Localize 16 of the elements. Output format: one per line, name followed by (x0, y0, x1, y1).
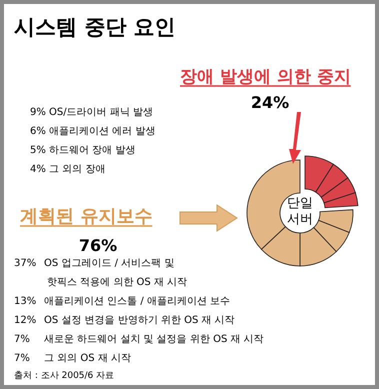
text: 7% 그 외의 OS 재 시작 (14, 353, 131, 364)
text: 6% 애플리케이션 에러 발생 (30, 126, 156, 137)
text: 5% 하드웨어 장애 발생 (30, 145, 136, 156)
source-note: 출처 : 조사 2005/6 자료 (14, 371, 114, 381)
text: 4% 그 외의 장애 (30, 164, 106, 175)
text: 24% (250, 93, 290, 112)
text: 7% 새로운 하드웨어 설치 및 설정을 위한 OS 재 시작 (14, 334, 264, 345)
text: 13% 애플리케이션 인스톨 / 애플리케이션 보수 (14, 296, 230, 307)
text: 계획된 유지보수 (20, 206, 152, 227)
text: 9% OS/드라이버 패닉 발생 (30, 107, 153, 118)
text: 단일 서버 (287, 196, 313, 227)
chart-title: 시스템 중단 요인 (14, 15, 176, 39)
text: 12% OS 설정 변경을 반영하기 위한 OS 재 시작 (14, 315, 235, 326)
text: 장애 발생에 의한 중지 (180, 67, 351, 87)
text: 76% (78, 236, 118, 255)
text: 37% OS 업그레이드 / 서비스팩 및 핫픽스 적용에 의한 OS 재 시작 (14, 258, 188, 288)
